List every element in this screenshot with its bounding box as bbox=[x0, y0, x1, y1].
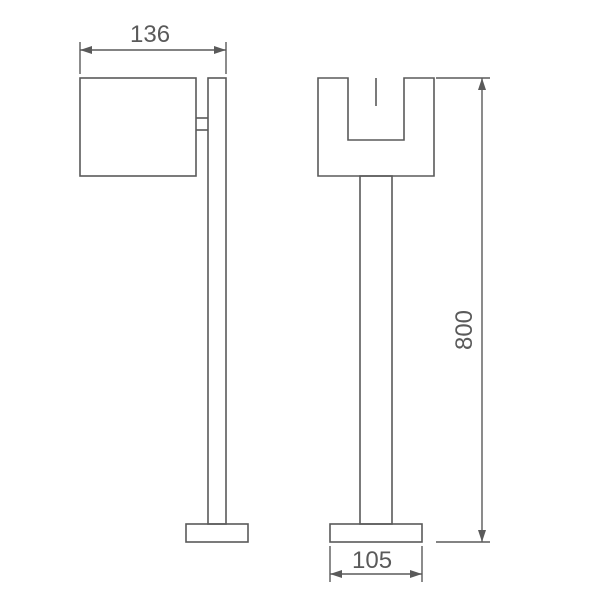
dim-arrow bbox=[330, 570, 342, 578]
dim-arrow bbox=[410, 570, 422, 578]
dim-height-label: 800 bbox=[451, 310, 478, 350]
side-base bbox=[330, 524, 422, 542]
dim-arrow bbox=[214, 46, 226, 54]
dim-base-label: 105 bbox=[352, 547, 392, 574]
technical-drawing: 136 800 105 bbox=[0, 0, 600, 600]
dim-top-label: 136 bbox=[130, 21, 170, 48]
front-head bbox=[80, 78, 196, 176]
front-base bbox=[186, 524, 248, 542]
dim-arrow bbox=[478, 78, 486, 90]
front-pole bbox=[208, 78, 226, 524]
side-pole bbox=[360, 176, 392, 524]
dim-arrow bbox=[80, 46, 92, 54]
dim-arrow bbox=[478, 530, 486, 542]
